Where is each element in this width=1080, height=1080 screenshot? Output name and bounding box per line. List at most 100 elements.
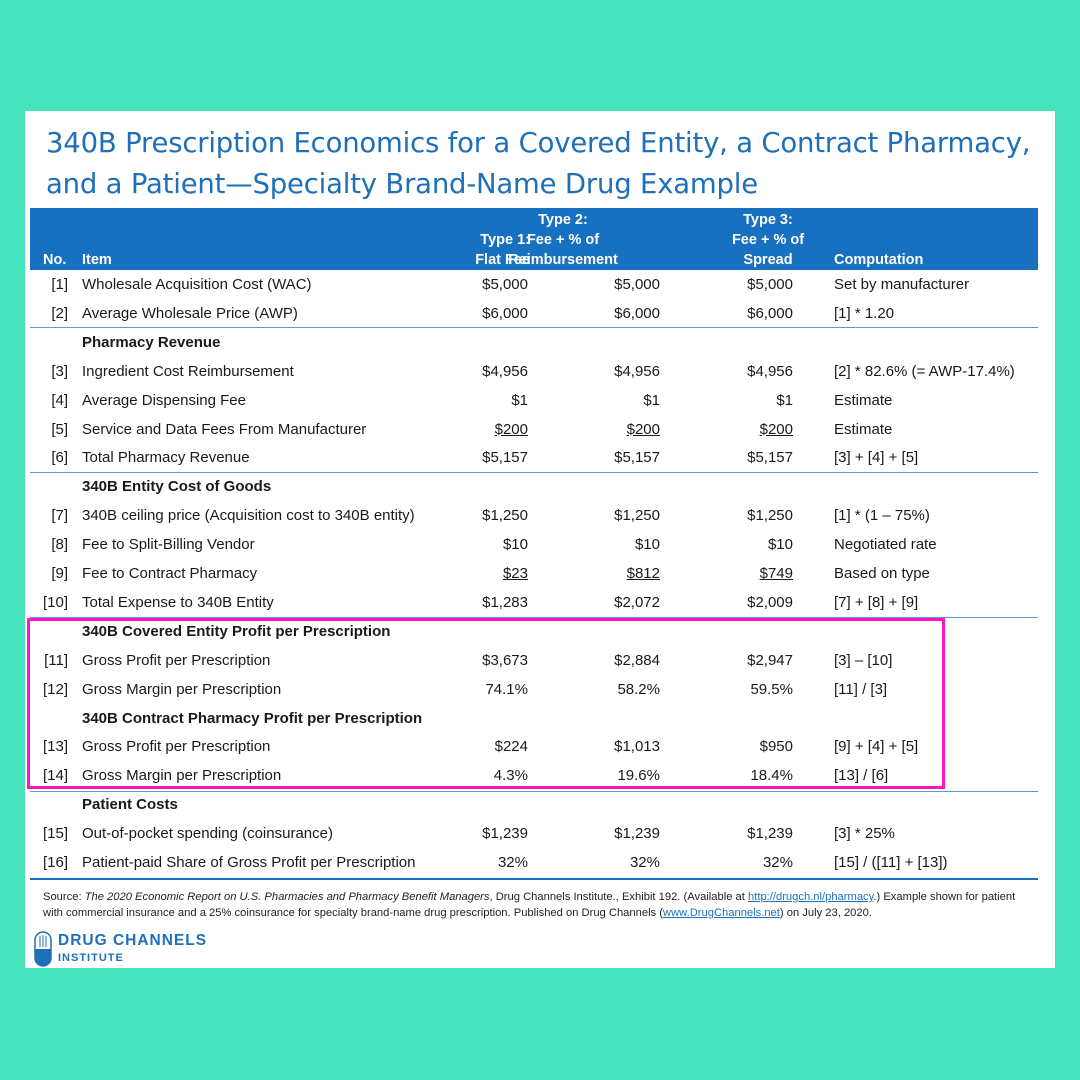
cell-type2: $6,000 [614, 304, 660, 322]
cell-type2: 32% [629, 854, 660, 871]
table-row: [10] Total Expense to 340B Entity $1,283 $2… [25, 589, 1055, 618]
section-label: 340B Contract Pharmacy Profit per Prescr… [82, 709, 423, 727]
page-title: 340B Prescription Economics for a Covere… [46, 127, 1031, 200]
row-item: Gross Profit per Prescription [82, 738, 271, 756]
row-item: 340B ceiling price (Acquisition cost to … [82, 507, 415, 525]
table-bottom-rule [30, 878, 1038, 880]
table-row: [7] 340B ceiling price (Acquisition cost … [25, 502, 1055, 531]
table-row: [8] Fee to Split-Billing Vendor $10 $10 $10 N… [25, 531, 1055, 560]
table-row: [9] Fee to Contract Pharmacy $23 $812 $749 Ba… [25, 560, 1055, 589]
table-row: [3] Ingredient Cost Reimbursement $4,956 $4… [25, 358, 1055, 387]
section-heading: Pharmacy Revenue [25, 329, 1055, 358]
cell-computation: [2] * 82.6% (= AWP-17.4%) [834, 362, 1015, 380]
cell-computation: [1] * 1.20 [834, 304, 895, 322]
row-number: [11] [44, 651, 68, 669]
cell-computation: [3] – [10] [834, 651, 893, 669]
table-row: [5] Service and Data Fees From Manufactur… [25, 416, 1055, 445]
source-link-drugchannels[interactable]: www.DrugChannels.net [662, 907, 780, 919]
cell-computation: [1] * (1 – 75%) [834, 507, 930, 525]
cell-type3: $2,947 [747, 651, 793, 669]
row-number: [4] [51, 391, 68, 409]
row-number: [10] [42, 593, 68, 611]
cell-type2: $10 [634, 536, 660, 554]
cell-type2: $2,884 [614, 651, 660, 669]
row-number: [1] [51, 276, 68, 293]
table-row: [16] Patient-paid Share of Gross Profit p… [25, 849, 1055, 878]
cell-type1: $1 [511, 391, 528, 409]
cell-computation: [9] + [4] + [5] [834, 738, 919, 756]
header-type1: Type 1: Flat Fee [420, 230, 530, 270]
row-number: [14] [42, 767, 68, 785]
cell-computation: [7] + [8] + [9] [834, 593, 919, 611]
row-item: Wholesale Acquisition Cost (WAC) [82, 276, 312, 293]
row-item: Ingredient Cost Reimbursement [82, 362, 294, 380]
cell-type3: $200 [759, 420, 793, 438]
source-end: ) on July 23, 2020. [779, 907, 872, 919]
cell-type3: $5,157 [747, 449, 793, 467]
cell-computation: Estimate [834, 391, 893, 409]
header-item: Item [82, 252, 112, 268]
row-number: [7] [51, 507, 68, 525]
row-item: Out-of-pocket spending (coinsurance) [82, 825, 333, 843]
cell-type3: $1 [776, 391, 793, 409]
cell-type2: $2,072 [614, 593, 660, 611]
cell-type2: $5,157 [614, 449, 660, 467]
row-number: [3] [51, 362, 68, 380]
row-number: [5] [51, 420, 68, 438]
header-type3-line3: Spread [743, 252, 793, 268]
table-row: [4] Average Dispensing Fee $1 $1 $1 Estimate [25, 387, 1055, 416]
cell-type1: $224 [494, 738, 528, 756]
cell-type1: $23 [502, 565, 528, 582]
table-row: [13] Gross Profit per Prescription $224 $1,… [25, 733, 1055, 762]
source-prefix: Source: [43, 891, 85, 903]
cell-type3: 59.5% [750, 680, 793, 698]
header-type2: Type 2: Fee + % of Reimbursement [498, 210, 628, 270]
header-type2-line3: Reimbursement [508, 252, 618, 268]
cell-type3: $1,239 [747, 825, 793, 843]
cell-type1: $200 [494, 420, 528, 438]
cell-type1: $4,956 [482, 362, 528, 380]
divider [30, 472, 1038, 473]
row-item: Gross Margin per Prescription [82, 680, 282, 698]
row-number: [15] [42, 825, 68, 843]
divider [30, 327, 1038, 328]
cell-computation: Based on type [834, 565, 930, 582]
cell-type3: $5,000 [747, 276, 793, 293]
table-row: [6] Total Pharmacy Revenue $5,157 $5,157 $5,… [25, 444, 1055, 473]
cell-computation: [11] / [3] [834, 680, 888, 698]
source-after-link: .) Example shown for patient with commer… [43, 891, 1016, 919]
cell-type1: $6,000 [482, 304, 528, 322]
cell-computation: [13] / [6] [834, 767, 889, 785]
cell-type1: 32% [497, 854, 528, 871]
source-middle: , Drug Channels Institute., Exhibit 192.… [489, 891, 748, 903]
logo-subtext: INSTITUTE [58, 952, 124, 964]
drug-channels-logo: DRUG CHANNELS INSTITUTE [32, 929, 232, 969]
header-type3: Type 3: Fee + % of Spread [718, 210, 818, 270]
cell-type2: $1,250 [614, 507, 660, 525]
cell-type2: 19.6% [617, 767, 660, 785]
header-type2-line1: Type 2: [538, 212, 588, 228]
row-item: Patient-paid Share of Gross Profit per P… [82, 854, 416, 871]
cell-type1: $1,283 [482, 593, 528, 611]
cell-type3: 32% [762, 854, 793, 871]
source-link-pharmacy[interactable]: http://drugch.nl/pharmacy [748, 891, 874, 903]
row-number: [8] [51, 536, 68, 554]
cell-type2: $1 [643, 391, 660, 409]
cell-type2: $200 [626, 420, 660, 438]
row-item: Average Dispensing Fee [82, 391, 246, 409]
highlight-box [27, 618, 945, 789]
row-number: [13] [42, 738, 68, 756]
row-number: [9] [51, 565, 68, 582]
header-computation: Computation [834, 252, 924, 268]
cell-type1: $5,157 [482, 449, 528, 467]
source-note: Source: The 2020 Economic Report on U.S.… [43, 889, 1038, 921]
table-row: [15] Out-of-pocket spending (coinsurance)… [25, 820, 1055, 849]
section-heading: Patient Costs [25, 791, 1055, 820]
cell-type2: $812 [626, 565, 660, 582]
cell-computation: [3] + [4] + [5] [834, 449, 919, 467]
header-no: No. [43, 252, 67, 268]
cell-type3: $10 [767, 536, 793, 554]
cell-type1: $3,673 [482, 651, 528, 669]
cell-type3: $4,956 [747, 362, 793, 380]
cell-type3: $6,000 [747, 304, 793, 322]
